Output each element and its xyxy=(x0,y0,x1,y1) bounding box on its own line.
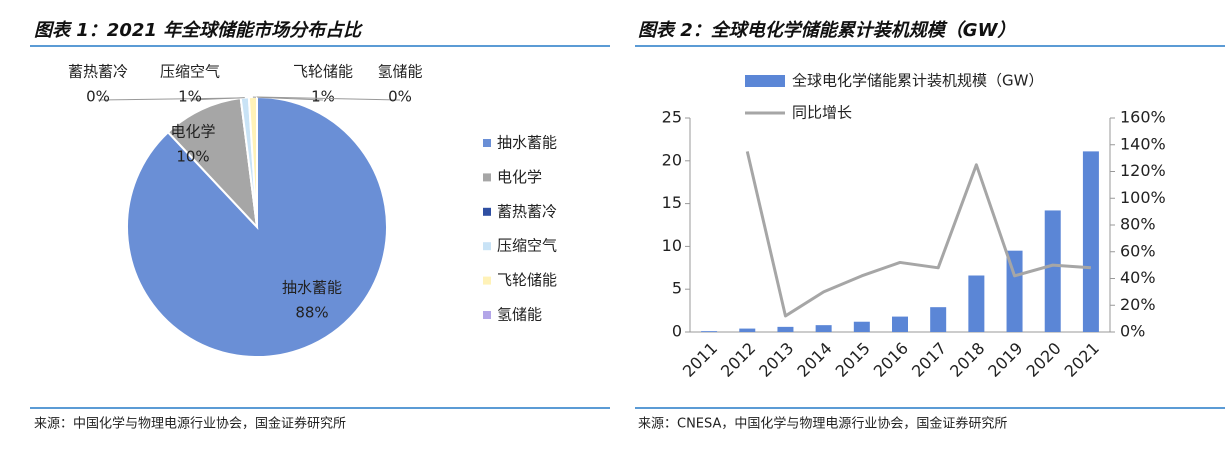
data-label-name: 飞轮储能 xyxy=(293,63,353,81)
data-label: 1% xyxy=(178,88,202,106)
data-label: 1% xyxy=(311,88,335,106)
leader-line xyxy=(256,96,401,101)
bar xyxy=(701,331,718,332)
y-tick-label: 10 xyxy=(662,236,682,255)
data-label: 0% xyxy=(388,88,412,106)
line xyxy=(745,151,1092,318)
bar xyxy=(1082,151,1099,332)
legend-swatch xyxy=(483,276,491,285)
x-tick-label: 2012 xyxy=(717,339,759,381)
bar xyxy=(892,316,908,332)
chart-title: 图表 1：2021 年全球储能市场分布占比 xyxy=(34,20,363,41)
data-label: 10% xyxy=(176,148,209,166)
x-tick-label: 2019 xyxy=(984,339,1026,381)
y-tick-label: 25 xyxy=(662,108,682,127)
y-tick-label: 15 xyxy=(662,193,682,212)
leader-line xyxy=(189,97,245,101)
bar xyxy=(968,275,985,332)
y2-tick-label: 100% xyxy=(1120,188,1166,207)
source: 来源：CNESA，中国化学与物理电源行业协会，国金证券研究所 xyxy=(638,416,1007,432)
y2-tick-label: 120% xyxy=(1120,161,1166,180)
legend-swatch xyxy=(483,207,491,216)
legend-label: 全球电化学储能累计装机规模（GW） xyxy=(792,72,1043,90)
bar xyxy=(739,328,756,332)
y-tick-label: 20 xyxy=(662,150,682,169)
data-label-name: 蓄热蓄冷 xyxy=(68,63,128,81)
source: 来源：中国化学与物理电源行业协会，国金证券研究所 xyxy=(34,416,346,432)
legend-swatch xyxy=(483,242,491,251)
legend-swatch xyxy=(483,311,491,319)
y2-tick-label: 80% xyxy=(1120,215,1156,234)
legend-swatch xyxy=(483,173,491,182)
x-tick-label: 2021 xyxy=(1061,339,1103,381)
legend-label: 同比增长 xyxy=(792,104,852,122)
bar xyxy=(853,321,870,332)
x-tick-label: 2017 xyxy=(908,339,950,381)
x-tick-label: 2018 xyxy=(946,339,988,381)
legend-label: 压缩空气 xyxy=(497,237,557,255)
y-tick-label: 0 xyxy=(672,322,682,341)
data-label-name: 电化学 xyxy=(170,123,215,141)
legend-label: 抽水蓄能 xyxy=(497,134,557,152)
legend-label: 氢储能 xyxy=(497,306,542,324)
x-tick-label: 2013 xyxy=(755,339,797,381)
bar xyxy=(777,326,794,332)
data-label-name: 压缩空气 xyxy=(160,63,220,81)
chart-title: 图表 2：全球电化学储能累计装机规模（GW） xyxy=(638,20,1015,41)
bar xyxy=(815,325,832,332)
bar xyxy=(1006,250,1023,332)
legend-label: 蓄热蓄冷 xyxy=(497,202,557,220)
y2-tick-label: 40% xyxy=(1120,268,1156,287)
data-label-name: 抽水蓄能 xyxy=(282,279,342,297)
bar xyxy=(930,307,947,332)
y-tick-label: 5 xyxy=(672,279,682,298)
y2-tick-label: 0% xyxy=(1120,322,1145,341)
data-label: 0% xyxy=(86,88,110,106)
x-tick-label: 2015 xyxy=(832,339,874,381)
legend-label: 飞轮储能 xyxy=(497,271,557,289)
y2-tick-label: 140% xyxy=(1120,134,1166,153)
y2-tick-label: 160% xyxy=(1120,108,1166,127)
x-tick-label: 2014 xyxy=(793,339,835,381)
data-label-name: 氢储能 xyxy=(377,63,422,81)
bar xyxy=(1044,210,1061,332)
y2-tick-label: 60% xyxy=(1120,241,1156,260)
y2-tick-label: 20% xyxy=(1120,295,1156,314)
legend-swatch xyxy=(745,75,785,87)
x-tick-label: 2020 xyxy=(1023,339,1065,381)
data-label: 88% xyxy=(295,304,328,322)
x-tick-label: 2016 xyxy=(870,339,912,381)
legend-swatch xyxy=(483,139,491,147)
x-tick-label: 2011 xyxy=(679,339,721,381)
legend-label: 电化学 xyxy=(497,168,542,186)
